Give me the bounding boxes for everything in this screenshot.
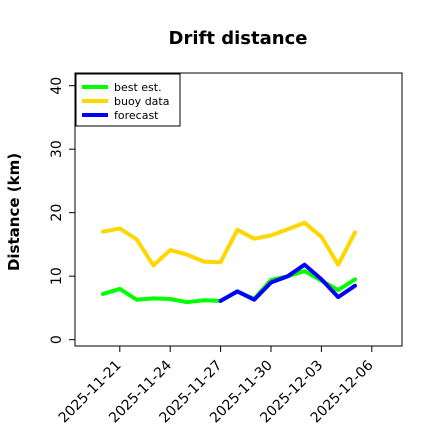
legend-label-forecast: forecast — [114, 109, 159, 122]
legend-label-best-est: best est. — [114, 81, 162, 94]
y-axis: 0 10 20 30 40 — [49, 77, 75, 344]
legend: best est. buoy data forecast — [75, 73, 181, 127]
y-tick-label: 30 — [49, 140, 65, 158]
chart-title: Drift distance — [169, 28, 308, 49]
y-tick-label: 20 — [49, 204, 65, 222]
y-tick-label: 0 — [49, 335, 65, 344]
y-axis-label: Distance (km) — [5, 153, 23, 271]
x-axis: 2025-11-212025-11-242025-11-272025-11-30… — [56, 346, 377, 426]
series-line-buoy-data — [101, 220, 357, 268]
legend-label-buoy-data: buoy data — [114, 95, 169, 108]
plot-frame — [74, 72, 403, 347]
series-layer — [101, 220, 357, 305]
y-tick-label: 10 — [49, 267, 65, 285]
y-tick-label: 40 — [49, 77, 65, 95]
series-line-forecast — [218, 262, 357, 303]
